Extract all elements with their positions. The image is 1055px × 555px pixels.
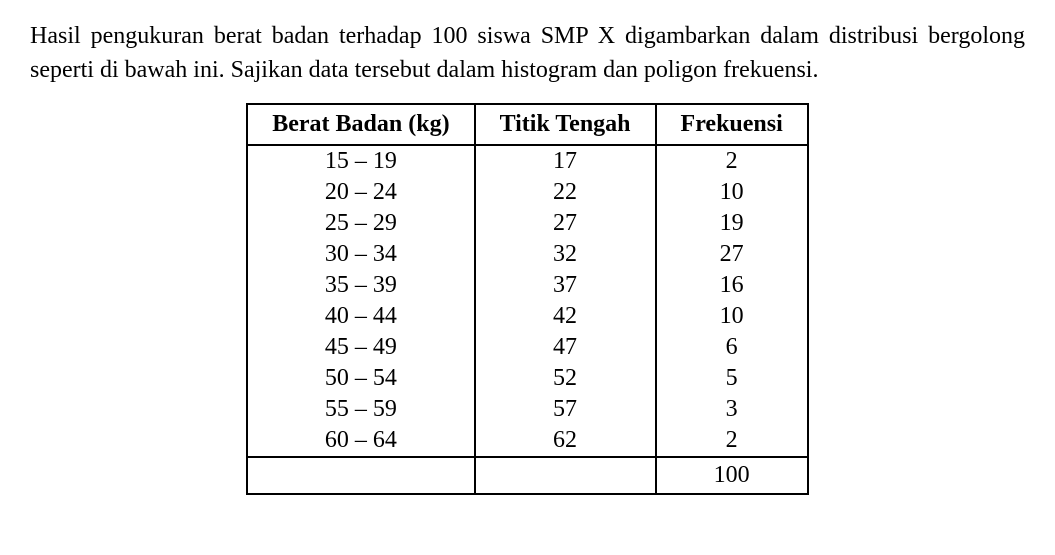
- table-row: 50 – 54 52 5: [247, 363, 808, 394]
- cell-midpoint: 52: [475, 363, 656, 394]
- total-empty-cell: [475, 457, 656, 494]
- cell-midpoint: 32: [475, 239, 656, 270]
- cell-frequency: 2: [656, 425, 808, 457]
- table-row: 45 – 49 47 6: [247, 332, 808, 363]
- cell-midpoint: 17: [475, 145, 656, 177]
- cell-frequency: 3: [656, 394, 808, 425]
- table-row: 35 – 39 37 16: [247, 270, 808, 301]
- cell-midpoint: 62: [475, 425, 656, 457]
- table-row: 60 – 64 62 2: [247, 425, 808, 457]
- cell-midpoint: 57: [475, 394, 656, 425]
- cell-range: 60 – 64: [247, 425, 474, 457]
- cell-midpoint: 37: [475, 270, 656, 301]
- cell-range: 20 – 24: [247, 177, 474, 208]
- frequency-table: Berat Badan (kg) Titik Tengah Frekuensi …: [246, 103, 809, 495]
- cell-range: 15 – 19: [247, 145, 474, 177]
- question-text: Hasil pengukuran berat badan terhadap 10…: [30, 20, 1025, 87]
- cell-frequency: 5: [656, 363, 808, 394]
- cell-range: 35 – 39: [247, 270, 474, 301]
- cell-range: 25 – 29: [247, 208, 474, 239]
- cell-range: 40 – 44: [247, 301, 474, 332]
- table-row: 40 – 44 42 10: [247, 301, 808, 332]
- cell-midpoint: 27: [475, 208, 656, 239]
- cell-range: 55 – 59: [247, 394, 474, 425]
- cell-midpoint: 47: [475, 332, 656, 363]
- total-empty-cell: [247, 457, 474, 494]
- cell-frequency: 10: [656, 301, 808, 332]
- table-body: 15 – 19 17 2 20 – 24 22 10 25 – 29 27 19…: [247, 145, 808, 457]
- cell-frequency: 27: [656, 239, 808, 270]
- total-value: 100: [656, 457, 808, 494]
- table-row: 30 – 34 32 27: [247, 239, 808, 270]
- cell-range: 30 – 34: [247, 239, 474, 270]
- table-header-row: Berat Badan (kg) Titik Tengah Frekuensi: [247, 104, 808, 145]
- header-frekuensi: Frekuensi: [656, 104, 808, 145]
- cell-frequency: 10: [656, 177, 808, 208]
- header-berat-badan: Berat Badan (kg): [247, 104, 474, 145]
- frequency-table-container: Berat Badan (kg) Titik Tengah Frekuensi …: [30, 103, 1025, 495]
- cell-frequency: 19: [656, 208, 808, 239]
- cell-midpoint: 42: [475, 301, 656, 332]
- cell-frequency: 2: [656, 145, 808, 177]
- cell-frequency: 6: [656, 332, 808, 363]
- cell-frequency: 16: [656, 270, 808, 301]
- cell-midpoint: 22: [475, 177, 656, 208]
- table-row: 15 – 19 17 2: [247, 145, 808, 177]
- cell-range: 45 – 49: [247, 332, 474, 363]
- table-row: 25 – 29 27 19: [247, 208, 808, 239]
- table-row: 55 – 59 57 3: [247, 394, 808, 425]
- cell-range: 50 – 54: [247, 363, 474, 394]
- table-row: 20 – 24 22 10: [247, 177, 808, 208]
- header-titik-tengah: Titik Tengah: [475, 104, 656, 145]
- table-total-row: 100: [247, 457, 808, 494]
